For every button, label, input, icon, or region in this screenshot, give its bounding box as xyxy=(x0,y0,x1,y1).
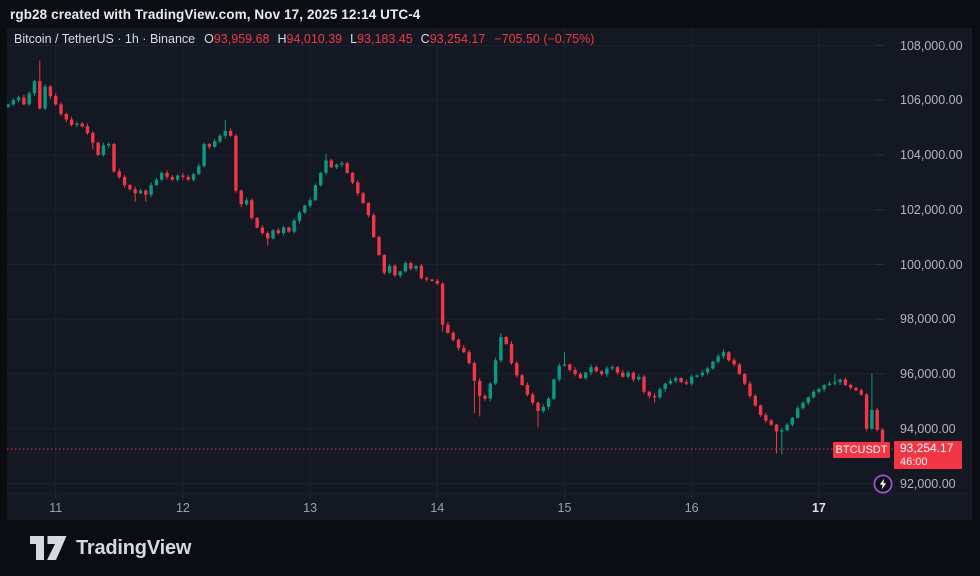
time-tick-label: 12 xyxy=(175,501,190,515)
open-value: O93,959.68 xyxy=(204,32,270,46)
time-tick-label: 11 xyxy=(49,501,63,515)
high-value: H94,010.39 xyxy=(277,32,343,46)
branding-bar: TradingView xyxy=(0,520,980,576)
tradingview-logo-text: TradingView xyxy=(76,536,192,559)
candlestick-chart-canvas[interactable] xyxy=(7,28,972,520)
ohlc-values: O93,959.68 H94,010.39 L93,183.45 C93,254… xyxy=(204,32,485,46)
candles-series xyxy=(7,60,885,455)
time-tick-label: 16 xyxy=(684,501,699,515)
symbol-legend: Bitcoin / TetherUS · 1h · Binance O93,95… xyxy=(14,32,594,46)
attribution-bar: rgb28 created with TradingView.com, Nov … xyxy=(0,0,980,28)
price-tick-label: 106,000.00 xyxy=(900,93,963,108)
price-tick-label: 98,000.00 xyxy=(900,312,956,327)
last-price-symbol-label: BTCUSDT xyxy=(833,442,890,458)
price-tick-label: 94,000.00 xyxy=(900,421,956,436)
time-tick-label: 17 xyxy=(811,501,826,515)
last-price-label: 93,254.17 46:00 xyxy=(894,441,962,469)
price-tick-label: 96,000.00 xyxy=(900,367,956,381)
flash-icon xyxy=(873,474,893,494)
low-value: L93,183.45 xyxy=(350,32,413,46)
chart-pane[interactable]: Bitcoin / TetherUS · 1h · Binance O93,95… xyxy=(7,28,972,520)
price-tick-label: 102,000.00 xyxy=(900,202,963,217)
tradingview-logo-icon xyxy=(30,535,67,560)
time-tick-label: 15 xyxy=(557,501,572,515)
time-tick-label: 13 xyxy=(303,501,318,515)
price-tick-label: 104,000.00 xyxy=(900,148,963,162)
attribution-text: rgb28 created with TradingView.com, Nov … xyxy=(10,6,421,22)
symbol-title: Bitcoin / TetherUS · 1h · Binance xyxy=(14,32,196,46)
time-tick-label: 14 xyxy=(430,501,445,515)
tradingview-logo: TradingView xyxy=(30,535,192,561)
price-tick-label: 100,000.00 xyxy=(900,257,963,272)
change-value: −705.50 (−0.75%) xyxy=(494,32,595,46)
price-tick-label: 92,000.00 xyxy=(900,476,956,491)
price-tick-label: 108,000.00 xyxy=(900,38,963,53)
last-price-value: 93,254.17 xyxy=(900,441,954,455)
close-value: C93,254.17 xyxy=(420,32,486,46)
bar-countdown: 46:00 xyxy=(900,456,928,468)
